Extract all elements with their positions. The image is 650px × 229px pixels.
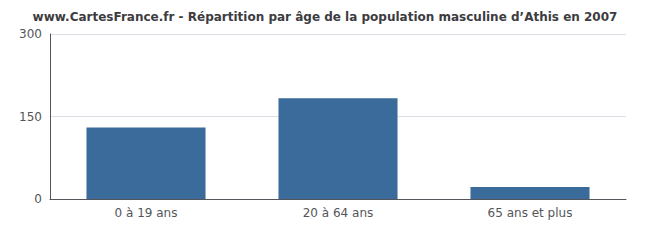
svg-text:150: 150 [19, 110, 42, 124]
svg-text:0: 0 [34, 192, 42, 206]
svg-text:www.CartesFrance.fr - Répartit: www.CartesFrance.fr - Répartition par âg… [33, 10, 618, 24]
svg-text:0 à 19 ans: 0 à 19 ans [115, 206, 178, 220]
svg-text:300: 300 [19, 27, 42, 41]
svg-text:65 ans et plus: 65 ans et plus [488, 206, 573, 220]
svg-text:20 à 64 ans: 20 à 64 ans [303, 206, 374, 220]
